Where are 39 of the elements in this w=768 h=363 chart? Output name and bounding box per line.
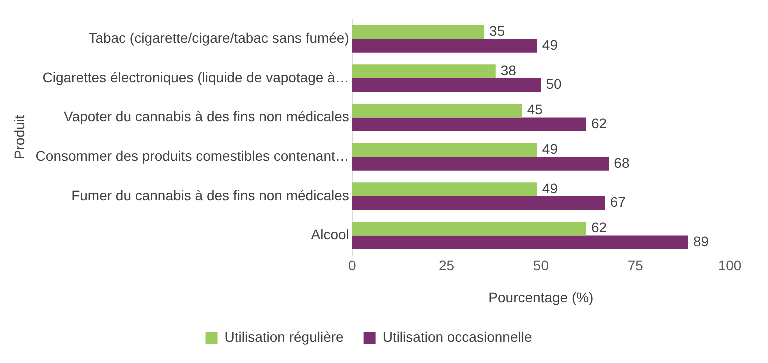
bar <box>352 196 606 210</box>
data-label: 49 <box>542 180 558 196</box>
bar <box>352 222 587 236</box>
y-axis-title: Produit <box>11 115 28 160</box>
x-tick-label: 100 <box>718 258 742 274</box>
legend-label: Utilisation régulière <box>224 328 344 345</box>
bar <box>352 104 522 118</box>
y-tick-label: Fumer du cannabis à des fins non médicales <box>72 187 350 204</box>
y-tick-label: Consommer des produits comestibles contenant… <box>36 148 350 164</box>
y-tick-label: Vapoter du cannabis à des fins non médicales <box>64 108 350 125</box>
data-label: 62 <box>592 115 608 132</box>
data-label: 35 <box>490 23 506 40</box>
data-label: 68 <box>614 154 630 171</box>
x-tick-label: 50 <box>533 258 550 274</box>
bar <box>352 157 610 171</box>
bar <box>352 78 542 92</box>
data-label: 49 <box>542 141 558 158</box>
data-label: 62 <box>592 220 608 236</box>
bar <box>352 182 538 196</box>
bar <box>352 25 485 40</box>
bar <box>352 39 538 53</box>
legend-label: Utilisation occasionnelle <box>382 328 532 345</box>
x-tick-label: 0 <box>348 258 356 274</box>
data-label: 49 <box>542 36 558 53</box>
data-label: 38 <box>500 62 517 78</box>
y-tick-label: Alcool <box>311 226 350 243</box>
data-label: 50 <box>546 76 562 92</box>
x-axis-title: Pourcentage (%) <box>488 289 594 306</box>
bar <box>352 64 496 78</box>
x-tick-label: 75 <box>628 258 644 274</box>
bar <box>352 118 587 132</box>
data-label: 45 <box>527 102 544 118</box>
data-label: 67 <box>610 194 626 210</box>
y-tick-label: Tabac (cigarette/cigare/tabac sans fumée) <box>88 30 350 46</box>
y-tick-label: Cigarettes électroniques (liquide de vapotage à… <box>42 69 350 86</box>
bar <box>352 143 538 158</box>
data-label: 89 <box>693 233 710 250</box>
bar <box>352 236 688 250</box>
x-tick-label: 25 <box>439 258 455 274</box>
